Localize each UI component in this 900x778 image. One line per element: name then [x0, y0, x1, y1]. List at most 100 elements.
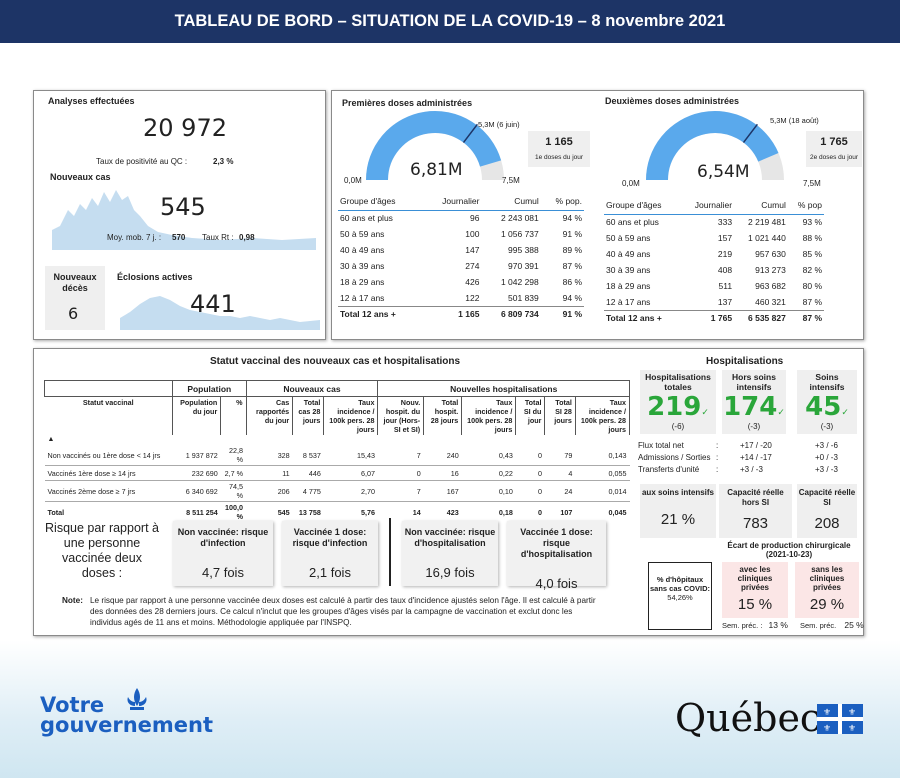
table-total-row: Total 12 ans +1 165 6 809 734 91 % [338, 305, 584, 322]
outbreaks-value: 441 [190, 290, 236, 318]
table-cell: 0,143 [575, 445, 630, 466]
table-cell: 30 à 39 ans [606, 265, 651, 275]
col-hosp-incidence: Taux incidence / 100k pers. 28 jours [461, 396, 517, 435]
table-row: 50 à 59 ans 100 1 056 737 91 % [338, 226, 584, 242]
note-line-2: des données des 28 derniers jours. Ce ca… [90, 607, 573, 616]
table-cell: 0,18 [498, 507, 513, 517]
table-cell: Total 12 ans + [338, 305, 423, 322]
table-cell: 24 [544, 480, 576, 502]
sans-prev-value: 25 % [844, 620, 864, 630]
rt-value: 0,98 [239, 233, 255, 242]
table-cell: 94 % [562, 292, 582, 303]
sans-prev-label: Sem. préc. [800, 621, 837, 630]
avec-value: 15 % [737, 596, 773, 613]
table-cell: 2,70 [323, 480, 378, 502]
table-cell: 96 [469, 213, 480, 224]
table-cell: 1 056 737 [500, 229, 539, 239]
col-vaccination-status: Statut vaccinal [44, 396, 173, 435]
table-cell: 0 [515, 480, 545, 502]
risk-label: Risque par rapport à une personne vaccin… [45, 521, 159, 580]
capacity-hors-si: Capacité réelle hors SI 783 [719, 484, 792, 538]
table-cell: 147 [465, 245, 480, 255]
second-doses-table: Groupe d'âges Journalier Cumul % pop 60 … [604, 196, 824, 326]
page-title: TABLEAU DE BORD – SITUATION DE LA COVID-… [0, 0, 900, 43]
deaths-title: Nouveaux décès [53, 272, 97, 293]
table-cell: 1 765 [680, 309, 735, 326]
flux-sep: : [716, 441, 719, 450]
table-cell: 2,7 % [220, 465, 247, 481]
table-cell: 5,76 [360, 507, 375, 517]
col-pct: % pop [787, 196, 824, 215]
hosp-kpi-hors-si: Hors soins intensifs 174✓ (-3) [722, 370, 786, 434]
table-cell: 0,22 [461, 465, 516, 481]
table-cell: 30 à 39 ans [340, 261, 385, 271]
table-cell: 22,8 % [220, 445, 247, 466]
table-cell: 167 [423, 480, 462, 502]
table-cell: 122 [465, 292, 480, 303]
table-cell: 88 % [802, 233, 822, 243]
flux-si: +3 / -3 [815, 465, 838, 474]
svg-text:⚜: ⚜ [848, 707, 856, 717]
table-cell: 970 391 [508, 261, 539, 271]
table-cell: 274 [465, 261, 480, 271]
cap-value: 21 % [660, 511, 696, 528]
table-cell: 79 [544, 445, 576, 466]
table-row: 40 à 49 ans 219 957 630 85 % [604, 246, 824, 262]
table-cell: 957 630 [755, 249, 786, 259]
table-cell: 0,43 [461, 445, 516, 466]
table-cell: 0,045 [608, 507, 627, 517]
second-doses-daily-value: 1 765 [820, 136, 848, 148]
table-cell: 8 511 254 [186, 507, 218, 517]
table-cell: 8 537 [292, 445, 324, 466]
col-population: Population du jour [172, 396, 222, 435]
cap-label: aux soins intensifs [641, 488, 715, 497]
table-cell: 91 % [540, 305, 584, 322]
table-cell: 232 690 [172, 465, 221, 481]
table-cell: 7 [377, 480, 424, 502]
table-cell: 0,10 [461, 480, 516, 502]
table-cell: 6 340 692 [172, 480, 221, 502]
analyses-value: 20 972 [143, 114, 227, 142]
cap-label: Capacité réelle SI [798, 488, 856, 507]
risk-box-title: Non vaccinée: risque d'infection [177, 527, 269, 548]
table-cell: 18 à 29 ans [606, 281, 651, 291]
table-cell: 85 % [802, 249, 822, 259]
sans-label: sans les cliniques privées [809, 565, 845, 592]
table-row: 12 à 17 ans 122 501 839 94 % [338, 290, 584, 306]
cap-label: Capacité réelle hors SI [727, 488, 784, 507]
risk-box-value: 4,7 fois [202, 565, 244, 580]
flux-hors-si: +17 / -20 [740, 441, 772, 450]
risk-divider [389, 518, 391, 586]
table-cell: 206 [246, 480, 293, 502]
table-cell: 60 ans et plus [606, 217, 659, 228]
positivity-value: 2,3 % [213, 157, 234, 166]
table-cell: 6 535 827 [734, 309, 788, 326]
second-doses-daily-label: 2e doses du jour [809, 154, 859, 161]
table-cell: 4 [544, 465, 576, 481]
risk-box-value: 16,9 fois [425, 565, 475, 580]
table-cell: 18 à 29 ans [340, 277, 385, 287]
flux-table: Flux total net : +17 / -20 +3 / -6 Admis… [638, 441, 864, 477]
risk-box-title: Non vaccinée: risque d'hospitalisation [404, 527, 496, 548]
table-cell: 1 165 [422, 305, 482, 322]
col-cases-day: Cas rapportés du jour [246, 396, 294, 435]
table-cell: 426 [465, 277, 480, 287]
table-cell: 16 [423, 465, 462, 481]
vaccination-status-table: Population Nouveaux cas Nouvelles hospit… [44, 380, 631, 523]
capacity-si: Capacité réelle SI 208 [797, 484, 857, 538]
moving-average-label: Moy. mob. 7 j. : [107, 233, 162, 242]
table-cell: Vaccinés 1ère dose ≥ 14 jrs [44, 465, 173, 481]
deaths-value: 6 [68, 304, 79, 323]
table-total-row: Total 8 511 254 100,0 % 545 13 758 5,76 14 423 0… [45, 502, 630, 523]
logo-left-line-1: Votre [40, 693, 105, 717]
table-row: 12 à 17 ans 137 460 321 87 % [604, 294, 824, 310]
table-cell: 1 021 440 [748, 233, 786, 243]
table-cell: 0 [537, 507, 542, 517]
flux-sep: : [716, 465, 719, 474]
table-cell: 1 042 298 [500, 277, 539, 287]
table-row: 60 ans et plus 96 2 243 081 94 % [338, 210, 584, 226]
risk-box-1: Non vaccinée: risque d'infection 4,7 foi… [173, 521, 273, 586]
table-cell: 511 [718, 281, 733, 291]
first-doses-table: Groupe d'âges Journalier Cumul % pop. 60… [338, 192, 584, 322]
sort-icon[interactable]: ▲ [47, 436, 55, 443]
